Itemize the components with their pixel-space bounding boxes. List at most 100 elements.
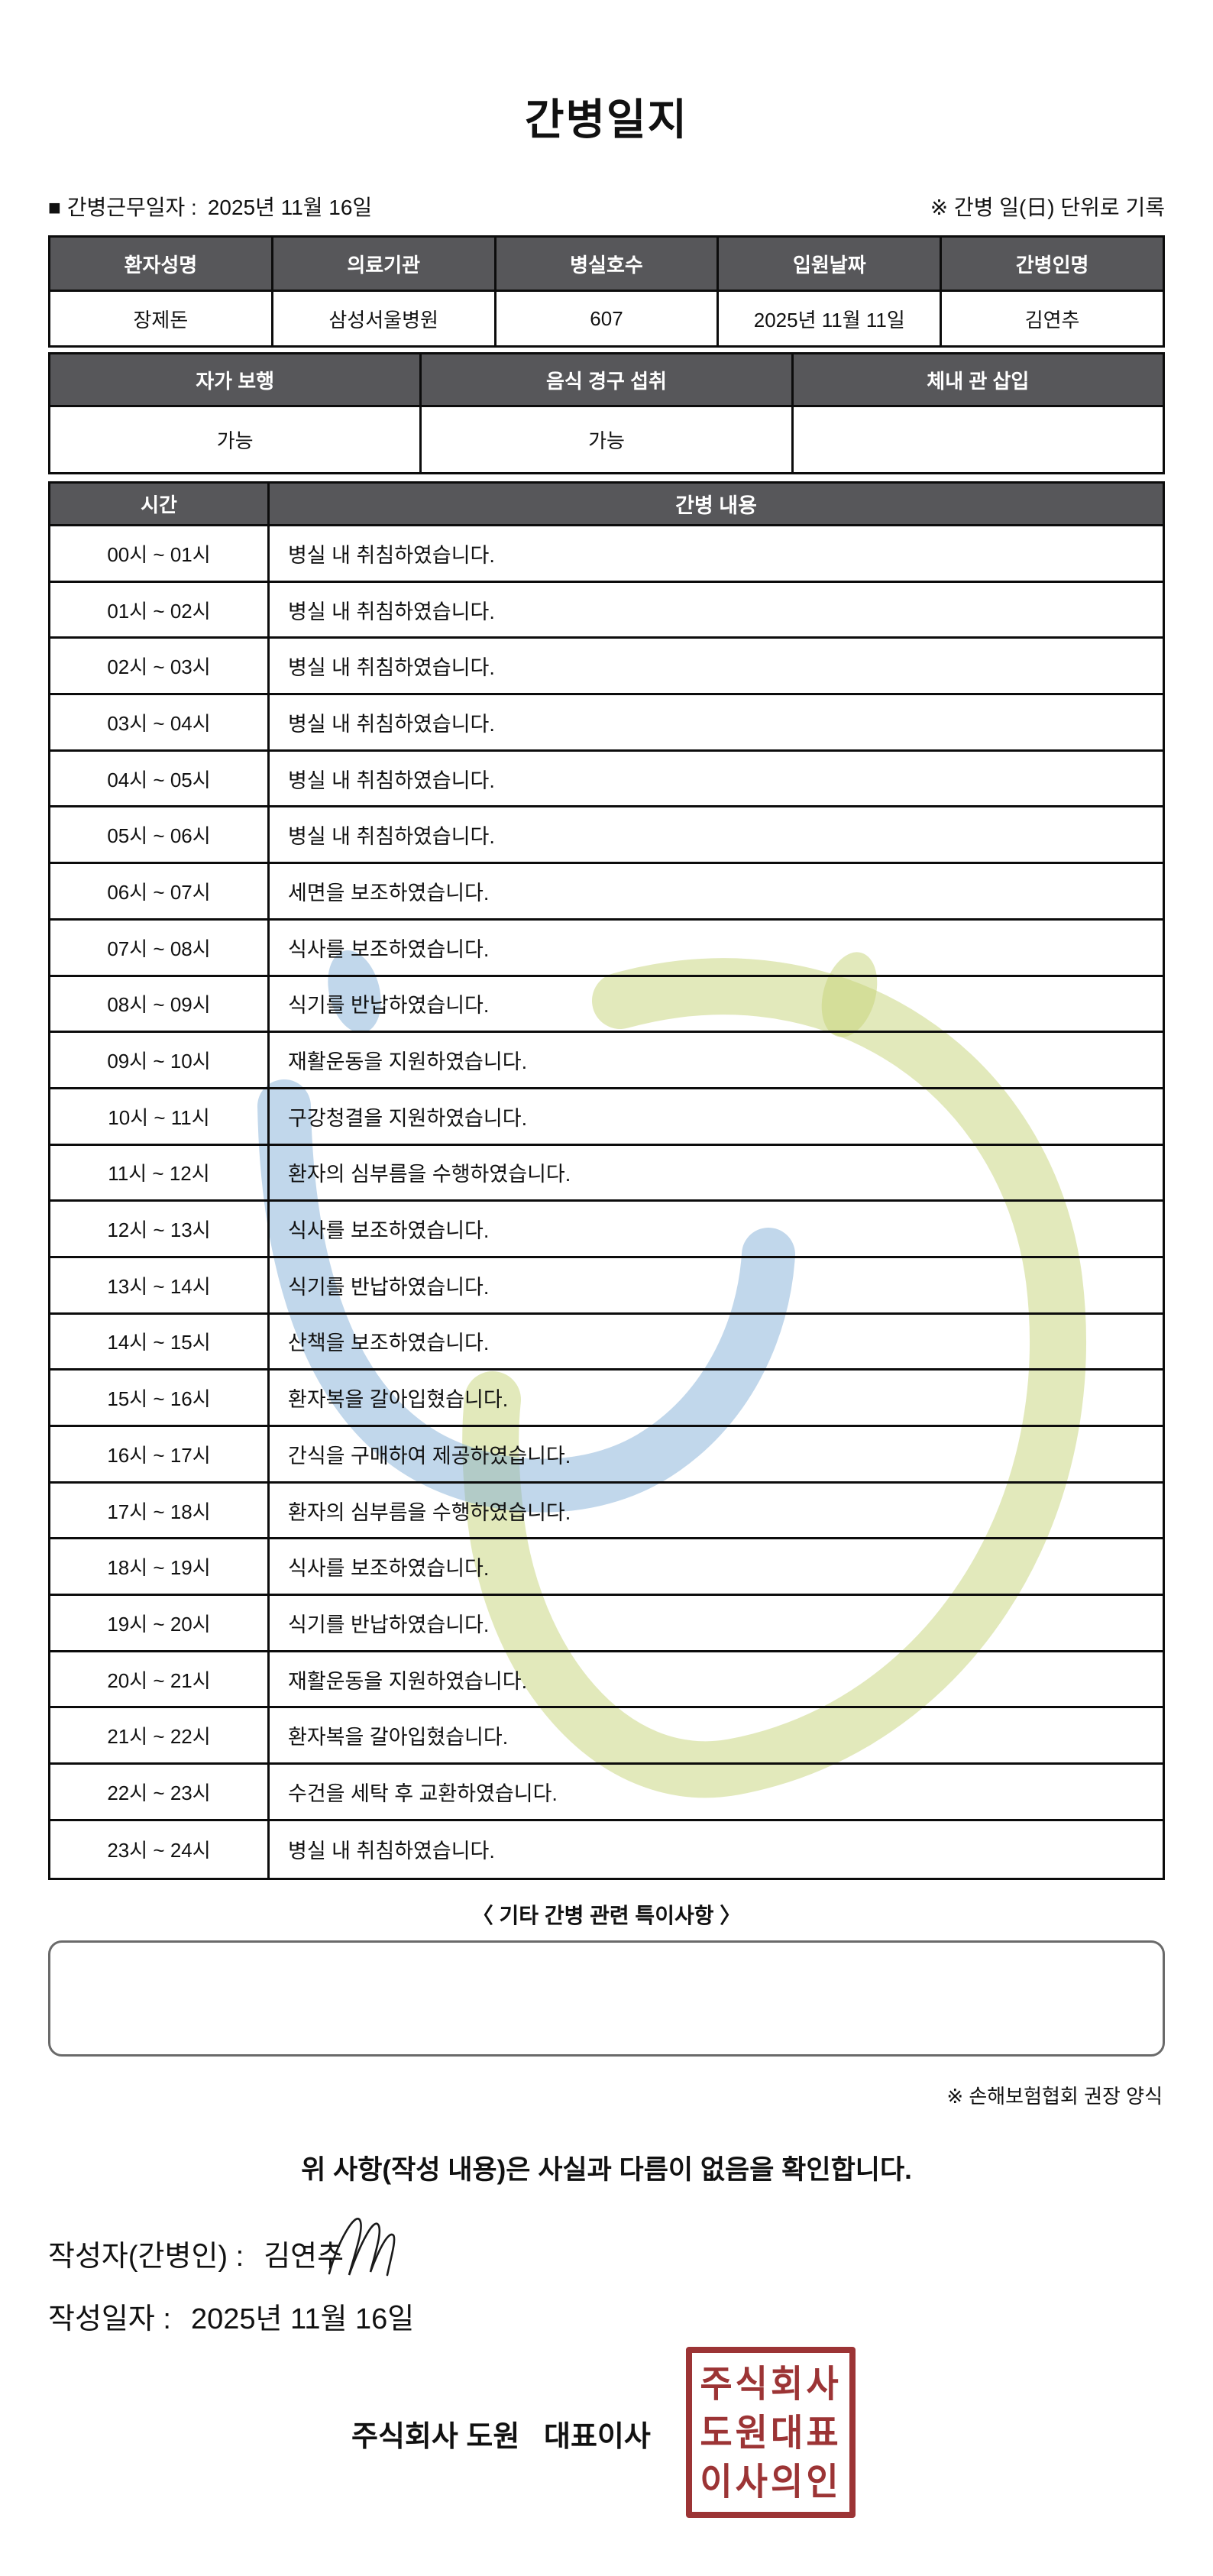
time-range-cell: 08시 ~ 09시 bbox=[50, 976, 270, 1031]
care-content-cell: 산책을 보조하였습니다. bbox=[288, 1332, 490, 1355]
care-log-row: 23시 ~ 24시 병실 내 취침하였습니다. bbox=[50, 1820, 1163, 1878]
written-date-line: 작성일자 : 2025년 11월 16일 bbox=[48, 2295, 414, 2337]
care-content-cell: 식사를 보조하였습니다. bbox=[288, 1557, 490, 1581]
room-number-value: 607 bbox=[497, 292, 720, 345]
care-content-column-header: 간병 내용 bbox=[270, 484, 1163, 524]
written-date-label: 작성일자 : bbox=[48, 2303, 171, 2335]
form-recommendation-note: ※ 손해보험협회 권장 양식 bbox=[946, 2085, 1163, 2108]
oral-intake-value: 가능 bbox=[422, 407, 794, 472]
stamp-text-line: 주식회사 bbox=[700, 2362, 842, 2405]
time-range-cell: 10시 ~ 11시 bbox=[50, 1089, 270, 1144]
care-content-cell: 식사를 보조하였습니다. bbox=[288, 1219, 490, 1243]
care-log-row: 18시 ~ 19시 식사를 보조하였습니다. bbox=[50, 1539, 1163, 1597]
time-range-cell: 01시 ~ 02시 bbox=[50, 582, 270, 637]
time-range-cell: 04시 ~ 05시 bbox=[50, 751, 270, 806]
room-number-header: 병실호수 bbox=[496, 238, 720, 290]
care-content-cell: 식사를 보조하였습니다. bbox=[288, 937, 490, 961]
medical-institution-value: 삼성서울병원 bbox=[273, 292, 497, 345]
work-date-value: 2025년 11월 16일 bbox=[207, 196, 373, 219]
handwritten-signature bbox=[328, 2218, 396, 2277]
care-content-cell: 병실 내 취침하였습니다. bbox=[288, 543, 495, 567]
care-log-row: 10시 ~ 11시 구강청결을 지원하였습니다. bbox=[50, 1089, 1163, 1146]
written-date-value: 2025년 11월 16일 bbox=[190, 2303, 415, 2335]
meta-row: ■ 간병근무일자 : 2025년 11월 16일 ※ 간병 일(日) 단위로 기록 bbox=[48, 191, 1165, 219]
tube-insertion-header: 체내 관 삽입 bbox=[793, 354, 1163, 405]
time-range-cell: 14시 ~ 15시 bbox=[50, 1314, 270, 1369]
self-walking-header: 자가 보행 bbox=[50, 354, 422, 405]
care-content-cell: 병실 내 취침하였습니다. bbox=[288, 656, 495, 680]
care-log-row: 14시 ~ 15시 산책을 보조하였습니다. bbox=[50, 1314, 1163, 1371]
time-range-cell: 06시 ~ 07시 bbox=[50, 864, 270, 918]
tube-insertion-value bbox=[794, 407, 1163, 472]
time-range-cell: 17시 ~ 18시 bbox=[50, 1483, 270, 1538]
care-log-row: 17시 ~ 18시 환자의 심부름을 수행하였습니다. bbox=[50, 1483, 1163, 1540]
care-log-row: 08시 ~ 09시 식기를 반납하였습니다. bbox=[50, 976, 1163, 1034]
care-log-row: 03시 ~ 04시 병실 내 취침하였습니다. bbox=[50, 695, 1163, 752]
care-log-row: 15시 ~ 16시 환자복을 갈아입혔습니다. bbox=[50, 1371, 1163, 1427]
care-log-row: 05시 ~ 06시 병실 내 취침하였습니다. bbox=[50, 807, 1163, 865]
care-content-cell: 환자의 심부름을 수행하였습니다. bbox=[288, 1163, 571, 1186]
time-range-cell: 09시 ~ 10시 bbox=[50, 1033, 270, 1087]
watermark-blue-dot bbox=[328, 950, 381, 1033]
admission-date-value: 2025년 11월 11일 bbox=[719, 292, 943, 345]
care-log-header-row: 시간 간병 내용 bbox=[50, 484, 1163, 526]
corporate-seal-stamp: 주식회사 도원대표 이사의인 bbox=[686, 2347, 856, 2518]
status-value-row: 가능 가능 bbox=[50, 407, 1163, 472]
work-date-label: ■ 간병근무일자 : bbox=[48, 196, 197, 219]
care-content-cell: 환자복을 갈아입혔습니다. bbox=[288, 1726, 509, 1749]
unit-note: ※ 간병 일(日) 단위로 기록 bbox=[930, 196, 1165, 219]
caregiver-name-value: 김연추 bbox=[1024, 308, 1080, 332]
watermark-green-arc bbox=[462, 958, 1086, 1798]
care-content-cell: 식기를 반납하였습니다. bbox=[288, 1275, 490, 1299]
time-range-cell: 23시 ~ 24시 bbox=[50, 1820, 270, 1878]
care-content-cell: 수건을 세탁 후 교환하였습니다. bbox=[288, 1782, 558, 1805]
care-content-cell: 재활운동을 지원하였습니다. bbox=[288, 1669, 528, 1693]
care-log-row: 19시 ~ 20시 식기를 반납하였습니다. bbox=[50, 1596, 1163, 1652]
extra-notes-box bbox=[48, 1940, 1165, 2057]
stamp-text-line: 이사의인 bbox=[700, 2460, 842, 2503]
confirmation-statement: 위 사항(작성 내용)은 사실과 다름이 없음을 확인합니다. bbox=[301, 2155, 912, 2185]
time-range-cell: 16시 ~ 17시 bbox=[50, 1427, 270, 1481]
time-range-cell: 12시 ~ 13시 bbox=[50, 1202, 270, 1256]
care-log-row: 22시 ~ 23시 수건을 세탁 후 교환하였습니다. bbox=[50, 1765, 1163, 1821]
caregiver-name-header: 간병인명 bbox=[942, 238, 1163, 290]
care-log-row: 07시 ~ 08시 식사를 보조하였습니다. bbox=[50, 920, 1163, 977]
care-content-cell: 병실 내 취침하였습니다. bbox=[288, 1840, 495, 1863]
care-log-row: 02시 ~ 03시 병실 내 취침하였습니다. bbox=[50, 639, 1163, 696]
care-log-row: 20시 ~ 21시 재활운동을 지원하였습니다. bbox=[50, 1652, 1163, 1709]
self-walking-value: 가능 bbox=[50, 407, 422, 472]
time-range-cell: 05시 ~ 06시 bbox=[50, 807, 270, 862]
care-content-cell: 병실 내 취침하였습니다. bbox=[288, 600, 495, 623]
writer-label: 작성자(간병인) : bbox=[48, 2241, 244, 2273]
writer-line: 작성자(간병인) : 김연추 bbox=[48, 2232, 344, 2274]
care-content-cell: 환자복을 갈아입혔습니다. bbox=[288, 1388, 509, 1412]
care-content-cell: 식기를 반납하였습니다. bbox=[288, 994, 490, 1018]
care-log-row: 00시 ~ 01시 병실 내 취침하였습니다. bbox=[50, 526, 1163, 583]
care-content-cell: 환자의 심부름을 수행하였습니다. bbox=[288, 1500, 571, 1524]
care-log-row: 01시 ~ 02시 병실 내 취침하였습니다. bbox=[50, 582, 1163, 639]
care-content-cell: 병실 내 취침하였습니다. bbox=[288, 712, 495, 736]
time-range-cell: 07시 ~ 08시 bbox=[50, 920, 270, 975]
care-log-row: 11시 ~ 12시 환자의 심부름을 수행하였습니다. bbox=[50, 1145, 1163, 1202]
time-range-cell: 18시 ~ 19시 bbox=[50, 1539, 270, 1594]
care-log-row: 13시 ~ 14시 식기를 반납하였습니다. bbox=[50, 1257, 1163, 1315]
care-content-cell: 세면을 보조하였습니다. bbox=[288, 881, 490, 905]
care-content-cell: 병실 내 취침하였습니다. bbox=[288, 769, 495, 792]
time-range-cell: 13시 ~ 14시 bbox=[50, 1257, 270, 1312]
care-content-cell: 재활운동을 지원하였습니다. bbox=[288, 1050, 528, 1074]
oral-intake-header: 음식 경구 섭취 bbox=[422, 354, 794, 405]
time-range-cell: 00시 ~ 01시 bbox=[50, 526, 270, 581]
patient-status-table: 자가 보행 음식 경구 섭취 체내 관 삽입 가능 가능 bbox=[48, 352, 1165, 474]
patient-info-header-row: 환자성명 의료기관 병실호수 입원날짜 간병인명 bbox=[50, 238, 1163, 292]
watermark-green-dot bbox=[821, 952, 878, 1037]
time-range-cell: 22시 ~ 23시 bbox=[50, 1765, 270, 1819]
care-content-cell: 간식을 구매하여 제공하였습니다. bbox=[288, 1444, 571, 1468]
patient-name-header: 환자성명 bbox=[50, 238, 273, 290]
page-title: 간병일지 bbox=[524, 95, 689, 144]
company-ceo-line: 주식회사 도원 대표이사 bbox=[351, 2421, 651, 2453]
time-range-cell: 21시 ~ 22시 bbox=[50, 1708, 270, 1763]
patient-info-value-row: 장제돈 삼성서울병원 607 2025년 11월 11일 김연추 bbox=[50, 292, 1163, 345]
medical-institution-header: 의료기관 bbox=[273, 238, 497, 290]
care-log-row: 16시 ~ 17시 간식을 구매하여 제공하였습니다. bbox=[50, 1427, 1163, 1484]
